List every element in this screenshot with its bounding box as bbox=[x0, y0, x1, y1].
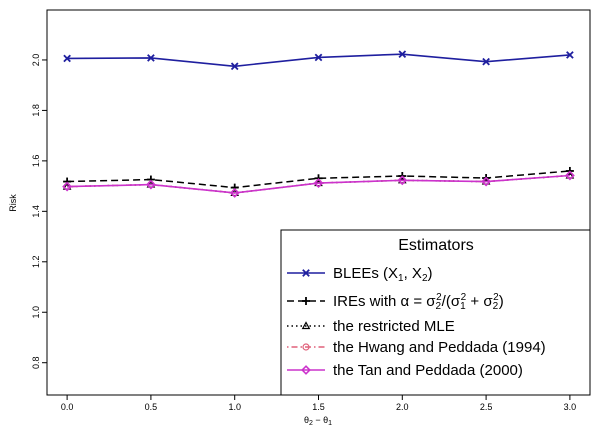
data-point bbox=[147, 54, 155, 62]
x-tick-label: 1.0 bbox=[228, 402, 241, 412]
y-tick-label: 0.8 bbox=[31, 356, 41, 369]
legend-title: Estimators bbox=[398, 237, 474, 254]
legend-label: the Hwang and Peddada (1994) bbox=[333, 339, 546, 356]
legend-entry-5: the Tan and Peddada (2000) bbox=[287, 362, 523, 379]
x-axis-label: θ2 − θ1 bbox=[304, 415, 332, 427]
x-tick-label: 0.5 bbox=[145, 402, 158, 412]
series-line bbox=[67, 53, 570, 68]
legend-label: IREs with α = σ22/(σ12 + σ22) bbox=[333, 292, 504, 312]
data-point bbox=[63, 54, 71, 63]
series-5 bbox=[62, 170, 575, 198]
y-axis: 0.8 1.0 1.2 1.4 1.6 1.8 2.0 bbox=[31, 54, 47, 369]
series-layer bbox=[62, 50, 575, 198]
y-tick-label: 1.8 bbox=[31, 104, 41, 117]
legend-marker bbox=[301, 321, 311, 330]
legend-box bbox=[280, 229, 591, 396]
x-tick-label: 1.5 bbox=[312, 402, 325, 412]
legend-marker bbox=[301, 365, 311, 375]
series-1 bbox=[63, 50, 574, 71]
data-point bbox=[229, 187, 240, 198]
legend-entry-4: the Hwang and Peddada (1994) bbox=[287, 339, 546, 356]
legend: Estimators BLEEs (X1, X2) IREs with α = σ… bbox=[280, 229, 591, 396]
data-point bbox=[314, 53, 323, 62]
data-point bbox=[230, 62, 239, 71]
data-point bbox=[482, 57, 490, 66]
data-point bbox=[397, 175, 408, 186]
series-line bbox=[67, 174, 570, 194]
legend-label: the Tan and Peddada (2000) bbox=[333, 362, 523, 379]
legend-label: the restricted MLE bbox=[333, 318, 455, 335]
legend-marker bbox=[302, 297, 310, 305]
data-point bbox=[566, 51, 574, 59]
data-point bbox=[564, 170, 575, 181]
legend-marker bbox=[302, 269, 310, 277]
y-tick-label: 1.6 bbox=[31, 155, 41, 168]
x-tick-label: 0.0 bbox=[61, 402, 74, 412]
y-tick-label: 1.2 bbox=[31, 256, 41, 269]
legend-entry-3: the restricted MLE bbox=[287, 318, 455, 335]
legend-label: BLEEs (X1, X2) bbox=[333, 265, 433, 284]
x-tick-label: 2.0 bbox=[396, 402, 409, 412]
legend-entry-1: BLEEs (X1, X2) bbox=[287, 265, 433, 284]
x-tick-label: 3.0 bbox=[564, 402, 577, 412]
x-tick-label: 2.5 bbox=[480, 402, 493, 412]
legend-marker bbox=[302, 343, 310, 351]
data-point bbox=[145, 179, 156, 190]
legend-entry-2: IREs with α = σ22/(σ12 + σ22) bbox=[287, 292, 504, 312]
y-tick-label: 1.0 bbox=[31, 306, 41, 319]
y-tick-label: 2.0 bbox=[31, 54, 41, 67]
data-point bbox=[481, 176, 492, 187]
data-point bbox=[398, 50, 407, 58]
y-tick-label: 1.4 bbox=[31, 205, 41, 218]
legend-entries: BLEEs (X1, X2) IREs with α = σ22/(σ12 + σ… bbox=[287, 265, 546, 379]
x-axis: 0.0 0.5 1.0 1.5 2.0 2.5 3.0 bbox=[61, 395, 576, 412]
data-point bbox=[62, 181, 73, 192]
y-axis-label: Risk bbox=[8, 194, 18, 212]
data-point bbox=[313, 178, 324, 189]
